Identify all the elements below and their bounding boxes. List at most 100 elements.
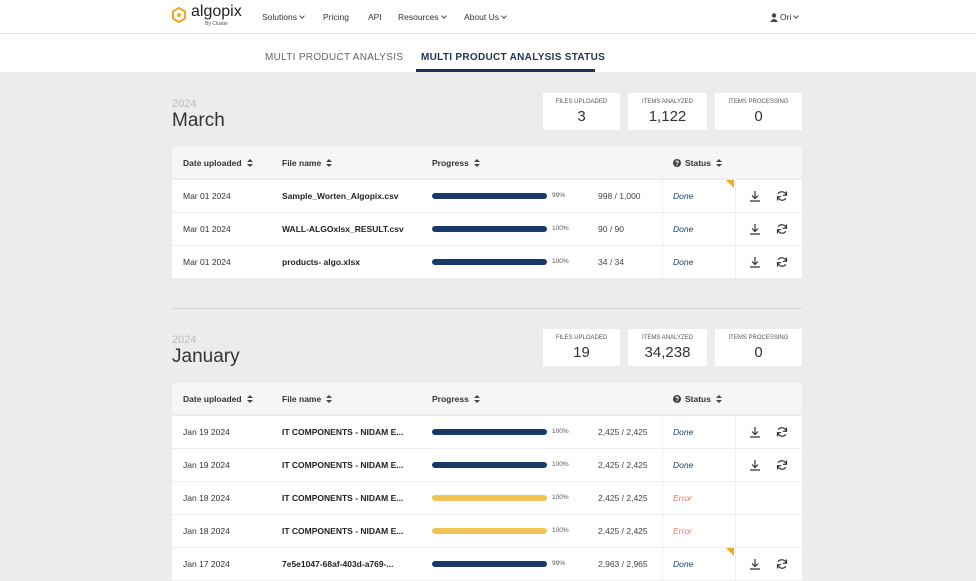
progress-count: 2,425 / 2,425: [598, 493, 648, 503]
sort-icon[interactable]: [469, 394, 480, 404]
column-label[interactable]: Progress: [432, 394, 469, 404]
column-label[interactable]: Date uploaded: [183, 394, 242, 404]
stat-label: ITEMS ANALYZED: [642, 335, 693, 341]
user-menu[interactable]: Ori: [780, 12, 800, 22]
nav-link[interactable]: API: [368, 12, 382, 22]
stat-box: ITEMS PROCESSING 0: [715, 93, 802, 130]
progress-count: 2,425 / 2,425: [598, 427, 648, 437]
column-header[interactable]: Progress: [432, 383, 480, 414]
section-year: 2024: [172, 334, 197, 346]
table-row: Mar 01 2024 Sample_Worten_Algopix.csv 99% 9…: [172, 180, 802, 213]
date-cell: Jan 18 2024: [183, 526, 230, 536]
status-cell: Error: [673, 526, 692, 536]
cell-divider: [662, 449, 663, 481]
progress-percent: 99%: [552, 192, 566, 199]
cell-divider: [662, 180, 663, 212]
nav-link-label[interactable]: Pricing: [323, 12, 349, 22]
nav-link[interactable]: Pricing: [323, 12, 349, 22]
progress-percent: 100%: [552, 428, 569, 435]
column-label[interactable]: Status: [685, 158, 711, 168]
section-year: 2024: [172, 98, 197, 110]
status-cell: Done: [673, 427, 694, 437]
help-icon: [673, 158, 685, 168]
progress-percent: 100%: [552, 527, 569, 534]
nav-link[interactable]: Solutions: [262, 12, 305, 22]
sort-icon[interactable]: [321, 394, 333, 404]
column-header[interactable]: Progress: [432, 147, 480, 178]
column-label[interactable]: File name: [282, 394, 322, 404]
date-cell: Mar 01 2024: [183, 191, 231, 201]
progress-bar: [432, 226, 547, 232]
refresh-button[interactable]: [776, 223, 788, 237]
stat-label: FILES UPLOADED: [555, 99, 608, 105]
cell-divider: [735, 548, 736, 580]
nav-link-label[interactable]: Resources: [398, 12, 439, 22]
sort-icon[interactable]: [469, 158, 480, 168]
flag-marker: [726, 180, 734, 188]
refresh-button[interactable]: [776, 190, 788, 204]
download-button[interactable]: [749, 426, 761, 440]
progress-percent: 100%: [552, 225, 569, 232]
column-header[interactable]: Date uploaded: [183, 383, 253, 414]
cell-divider: [735, 180, 736, 212]
download-button[interactable]: [749, 558, 761, 572]
refresh-button[interactable]: [776, 459, 788, 473]
column-label[interactable]: Progress: [432, 158, 469, 168]
chevron: [299, 13, 305, 19]
progress-bar: [432, 528, 547, 534]
sort-icon[interactable]: [242, 158, 253, 168]
download-button[interactable]: [749, 256, 761, 270]
download-button[interactable]: [749, 223, 761, 237]
logo-icon: [172, 7, 186, 23]
column-label[interactable]: Status: [685, 394, 711, 404]
refresh-button[interactable]: [776, 256, 788, 270]
progress-bar: [432, 429, 547, 435]
sort-icon[interactable]: [711, 394, 722, 404]
table-row: Jan 18 2024 IT COMPONENTS - NIDAM E... 100…: [172, 515, 802, 548]
progress-count: 90 / 90: [598, 224, 624, 234]
sort-icon[interactable]: [321, 158, 333, 168]
cell-divider: [735, 449, 736, 481]
nav-link[interactable]: About Us: [464, 12, 507, 22]
status-cell: Error: [673, 493, 692, 503]
stat-value: 0: [754, 344, 763, 361]
stat-box: FILES UPLOADED 19: [543, 329, 620, 366]
section-month: March: [172, 110, 225, 131]
brand[interactable]: algopix: [191, 3, 242, 20]
column-header[interactable]: File name: [282, 147, 333, 178]
progress-bar: [432, 495, 547, 501]
chevron: [793, 13, 800, 19]
sort-icon[interactable]: [711, 158, 722, 168]
column-header[interactable]: Status: [673, 147, 722, 178]
status-cell: Done: [673, 257, 694, 267]
sort-icon[interactable]: [242, 394, 253, 404]
tab[interactable]: MULTI PRODUCT ANALYSIS: [265, 52, 404, 63]
progress-percent: 100%: [552, 461, 569, 468]
cell-divider: [735, 482, 736, 514]
column-label[interactable]: File name: [282, 158, 322, 168]
cell-divider: [662, 213, 663, 245]
refresh-button[interactable]: [776, 426, 788, 440]
nav-link[interactable]: Resources: [398, 12, 447, 22]
file-name-cell: IT COMPONENTS - NIDAM E...: [282, 493, 404, 503]
column-header[interactable]: Status: [673, 383, 722, 414]
cell-divider: [735, 246, 736, 278]
download-button[interactable]: [749, 459, 761, 473]
column-header[interactable]: File name: [282, 383, 333, 414]
nav-link-label[interactable]: About Us: [464, 12, 499, 22]
refresh-button[interactable]: [776, 558, 788, 572]
stat-label: ITEMS PROCESSING: [728, 99, 789, 105]
file-name-cell: 7e5e1047-68af-403d-a769-...: [282, 559, 394, 569]
chevron: [440, 13, 447, 19]
nav-link-label[interactable]: Solutions: [262, 12, 297, 22]
stat-value: 34,238: [644, 344, 691, 361]
column-label[interactable]: Date uploaded: [183, 158, 242, 168]
nav-link-label[interactable]: API: [368, 12, 382, 22]
tab[interactable]: MULTI PRODUCT ANALYSIS STATUS: [421, 52, 606, 63]
download-button[interactable]: [749, 190, 761, 204]
cell-divider: [662, 548, 663, 580]
user-name[interactable]: Ori: [780, 12, 792, 22]
column-header[interactable]: Date uploaded: [183, 147, 253, 178]
table-row: Jan 19 2024 IT COMPONENTS - NIDAM E... 100…: [172, 449, 802, 482]
